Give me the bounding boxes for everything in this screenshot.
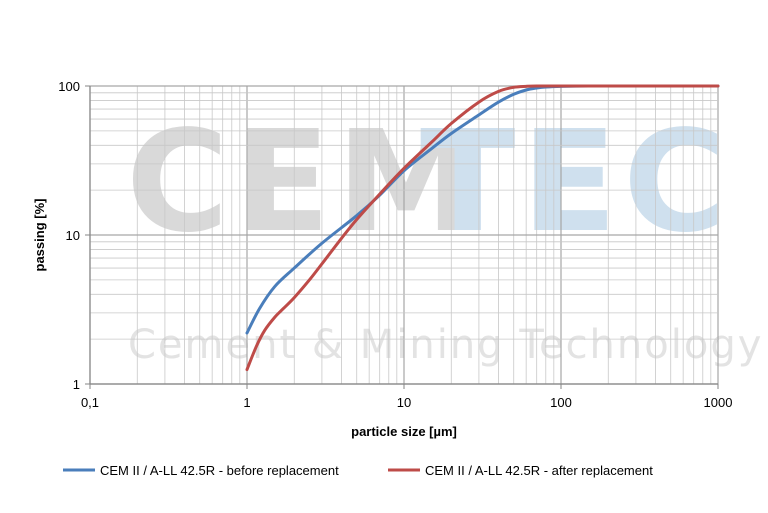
x-tick-label: 1 [243,395,250,410]
x-tick-label: 1000 [704,395,733,410]
y-tick-label: 1 [73,377,80,392]
watermark-text-tec: TEC [420,101,732,264]
watermark-subtitle: Cement & Mining Technology [128,322,763,368]
grid [89,85,719,385]
x-tick-label: 0,1 [81,395,99,410]
legend-label-before: CEM II / A-LL 42.5R - before replacement [100,463,339,478]
legend-label-after: CEM II / A-LL 42.5R - after replacement [425,463,653,478]
series-lines [245,84,720,372]
x-tick-label: 10 [397,395,411,410]
y-tick-label: 10 [66,228,80,243]
y-tick-label: 100 [58,79,80,94]
axes [85,85,719,389]
series-line-after [245,84,720,372]
legend: CEM II / A-LL 42.5R - before replacement… [63,463,653,478]
y-axis-label: passing [%] [32,199,47,272]
x-axis-label: particle size [µm] [351,424,457,439]
x-tick-label: 100 [550,395,572,410]
